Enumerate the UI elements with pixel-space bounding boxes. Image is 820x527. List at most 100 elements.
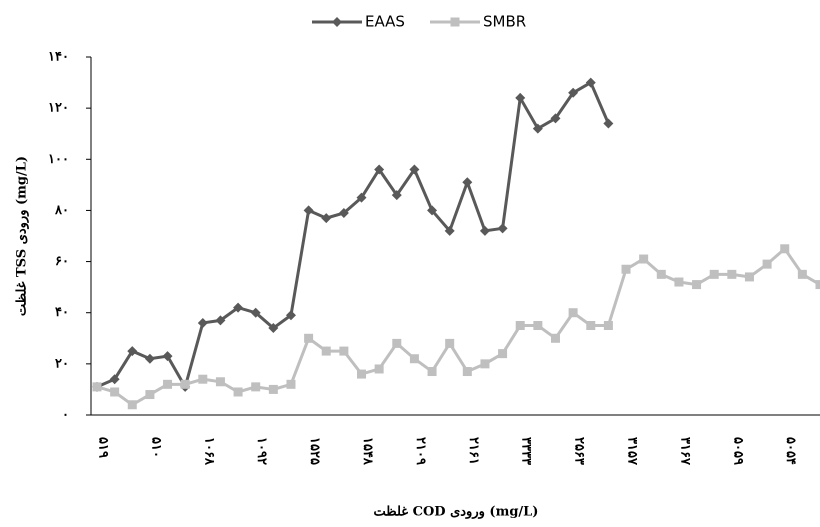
point bbox=[462, 367, 472, 377]
point bbox=[709, 269, 719, 279]
point bbox=[427, 367, 437, 377]
y-tick-label: ۰ bbox=[62, 408, 69, 423]
point bbox=[356, 192, 367, 203]
legend-marker bbox=[332, 17, 342, 27]
point bbox=[780, 244, 790, 254]
point bbox=[286, 379, 296, 389]
point bbox=[392, 338, 402, 348]
point bbox=[462, 177, 473, 188]
point bbox=[163, 379, 173, 389]
x-tick-label: ۲۱۰۹ bbox=[413, 437, 428, 465]
point bbox=[498, 349, 508, 359]
point bbox=[303, 205, 314, 216]
point bbox=[180, 379, 190, 389]
point bbox=[603, 118, 614, 129]
point bbox=[656, 269, 666, 279]
point bbox=[215, 315, 226, 326]
point bbox=[374, 364, 384, 374]
point bbox=[744, 272, 754, 282]
point bbox=[321, 346, 331, 356]
point bbox=[515, 321, 525, 330]
point bbox=[533, 321, 543, 330]
point bbox=[374, 164, 385, 175]
y-tick-label: ۱۴۰ bbox=[48, 50, 69, 65]
point bbox=[339, 346, 349, 356]
point bbox=[127, 346, 138, 357]
y-tick-label: ۱۲۰ bbox=[48, 101, 69, 116]
point bbox=[233, 302, 244, 313]
point bbox=[409, 164, 420, 175]
x-tick-label: ۱۰۹۲ bbox=[254, 437, 269, 465]
x-tick-label: ۳۱۵۷ bbox=[625, 437, 640, 466]
x-tick-label: ۵۰۵۴ bbox=[783, 437, 798, 465]
point bbox=[250, 307, 261, 318]
x-tick-label: ۲۱۶۱ bbox=[466, 437, 481, 465]
point bbox=[639, 254, 649, 264]
point bbox=[145, 390, 155, 400]
point bbox=[762, 259, 772, 269]
x-tick-label: ۵۰۵۹ bbox=[730, 437, 745, 465]
x-tick-label: ۲۵۶۳ bbox=[572, 437, 587, 465]
point bbox=[304, 333, 314, 343]
point bbox=[321, 213, 332, 224]
point bbox=[532, 123, 543, 134]
x-tick-label: ۱۵۴۸ bbox=[360, 437, 375, 466]
point bbox=[480, 359, 490, 369]
point bbox=[479, 225, 490, 236]
point bbox=[497, 223, 508, 234]
point bbox=[127, 400, 137, 410]
point bbox=[427, 205, 438, 216]
legend-label: SMBR bbox=[483, 13, 526, 31]
y-tick-label: ۸۰ bbox=[54, 203, 69, 218]
x-axis-title: غلظت COD ورودی (mg/L) bbox=[374, 505, 539, 520]
point bbox=[162, 351, 173, 362]
point bbox=[692, 280, 702, 290]
point bbox=[550, 333, 560, 343]
x-tick-label: ۱۵۲۵ bbox=[307, 437, 322, 465]
legend-label: EAAS bbox=[365, 13, 405, 31]
point bbox=[797, 269, 807, 279]
x-tick-label: ۵۱۹ bbox=[96, 437, 111, 458]
point bbox=[251, 382, 261, 392]
x-tick-label: ۵۱۰ bbox=[148, 437, 163, 458]
point bbox=[444, 225, 455, 236]
point bbox=[815, 280, 820, 290]
x-tick-label: ۳۳۳۳ bbox=[519, 437, 534, 465]
y-axis-title: غلظت TSS ورودی (mg/L) bbox=[15, 156, 30, 316]
point bbox=[568, 308, 578, 318]
point bbox=[603, 321, 613, 330]
legend-marker bbox=[450, 17, 460, 27]
y-tick-label: ۱۰۰ bbox=[48, 152, 69, 167]
x-tick-label: ۱۰۶۸ bbox=[201, 437, 216, 466]
point bbox=[109, 374, 120, 385]
point bbox=[233, 387, 243, 397]
point bbox=[338, 207, 349, 218]
point bbox=[568, 87, 579, 98]
point bbox=[92, 382, 102, 392]
point bbox=[727, 269, 737, 279]
point bbox=[357, 369, 367, 379]
point bbox=[391, 190, 402, 201]
point bbox=[586, 321, 596, 330]
point bbox=[621, 264, 631, 274]
point bbox=[674, 277, 684, 287]
point bbox=[197, 317, 208, 328]
point bbox=[110, 387, 120, 397]
point bbox=[409, 354, 419, 364]
point bbox=[268, 323, 279, 334]
point bbox=[198, 374, 208, 384]
point bbox=[585, 77, 596, 88]
point bbox=[445, 338, 455, 348]
y-tick-label: ۲۰ bbox=[55, 356, 69, 371]
y-tick-label: ۶۰ bbox=[55, 254, 69, 269]
point bbox=[144, 353, 155, 364]
y-tick-label: ۴۰ bbox=[55, 305, 69, 320]
point bbox=[285, 310, 296, 321]
x-tick-label: ۳۱۶۷ bbox=[677, 437, 692, 466]
point bbox=[515, 92, 526, 103]
point bbox=[268, 384, 278, 394]
point bbox=[215, 377, 225, 387]
point bbox=[550, 113, 561, 124]
series-line bbox=[96, 80, 610, 391]
